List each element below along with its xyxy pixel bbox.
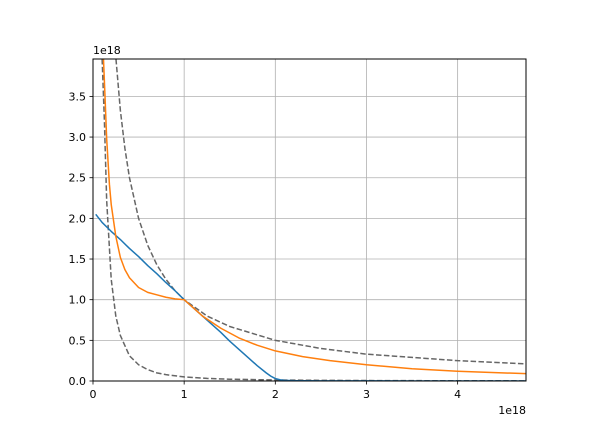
series-line-1 <box>102 59 526 375</box>
x-offset-text: 1e18 <box>498 404 526 417</box>
x-tick-label: 0 <box>90 388 97 401</box>
x-tick-label: 1 <box>181 388 188 401</box>
y-tick-label: 2.0 <box>69 212 87 225</box>
x-tick-label: 3 <box>363 388 370 401</box>
series-line-3 <box>101 59 526 381</box>
y-tick-label: 1.5 <box>69 253 87 266</box>
tick-layer: 0 1 2 3 4 0.0 0.5 1.0 1.5 2.0 2.5 3.0 3.5 <box>69 90 462 401</box>
x-tick-label: 2 <box>272 388 279 401</box>
y-offset-text: 1e18 <box>93 44 121 57</box>
y-tick-label: 2.5 <box>69 172 87 185</box>
x-tick-label: 4 <box>454 388 461 401</box>
y-tick-label: 0.0 <box>69 375 87 388</box>
y-tick-label: 0.5 <box>69 334 87 347</box>
plot-frame <box>92 58 527 382</box>
y-tick-label: 1.0 <box>69 294 87 307</box>
y-tick-label: 3.5 <box>69 90 87 103</box>
y-tick-label: 3.0 <box>69 131 87 144</box>
